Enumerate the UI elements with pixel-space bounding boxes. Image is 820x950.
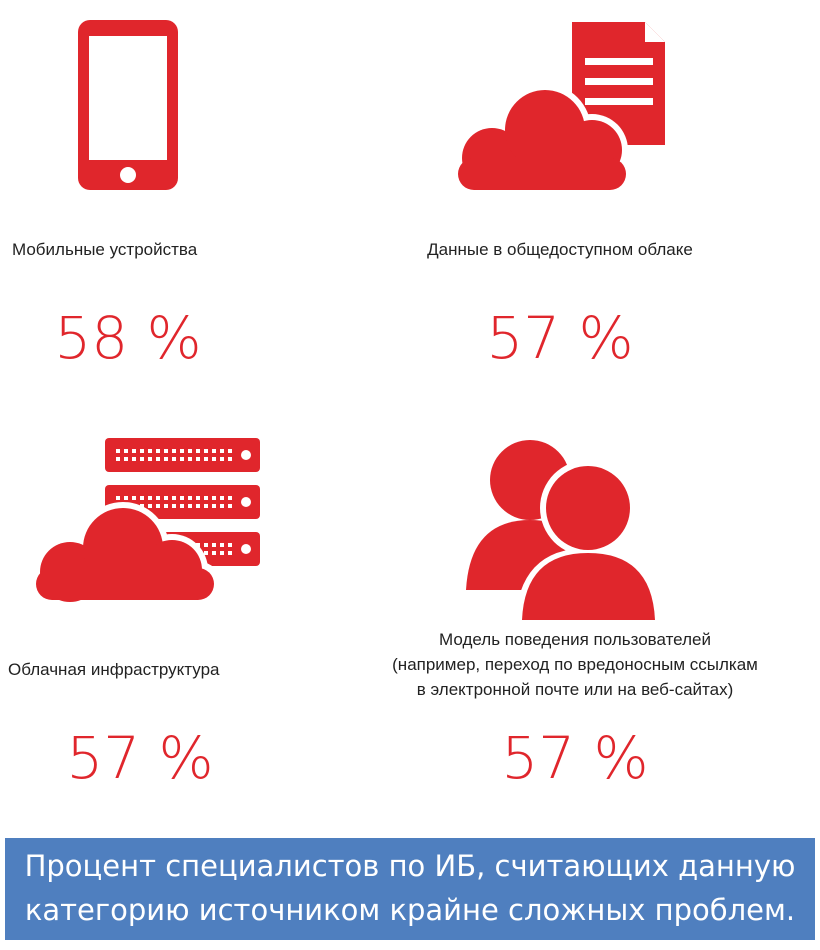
server-dot bbox=[132, 449, 136, 453]
server-dot bbox=[188, 504, 192, 508]
server-dot bbox=[148, 449, 152, 453]
server-dot bbox=[180, 496, 184, 500]
server-dot bbox=[172, 496, 176, 500]
server-dot bbox=[196, 496, 200, 500]
server-dot bbox=[180, 504, 184, 508]
server-dot bbox=[220, 496, 224, 500]
server-dot bbox=[124, 496, 128, 500]
server-dot bbox=[228, 543, 232, 547]
item-percent: 57 % bbox=[486, 304, 633, 372]
server-dot bbox=[228, 551, 232, 555]
server-dot bbox=[204, 504, 208, 508]
item-percent: 57 % bbox=[66, 724, 213, 792]
server-dot bbox=[180, 457, 184, 461]
server-dot bbox=[164, 496, 168, 500]
server-dot bbox=[156, 496, 160, 500]
phone-icon bbox=[78, 20, 178, 190]
item-label: в электронной почте или на веб-сайтах) bbox=[417, 680, 733, 699]
server-dot bbox=[204, 551, 208, 555]
server-dot bbox=[204, 449, 208, 453]
server-dot bbox=[188, 457, 192, 461]
server-dot bbox=[220, 504, 224, 508]
users-icon bbox=[466, 440, 662, 625]
server-dot bbox=[196, 504, 200, 508]
server-dot bbox=[180, 449, 184, 453]
server-dot bbox=[228, 496, 232, 500]
server-dot bbox=[116, 496, 120, 500]
server-dot bbox=[140, 457, 144, 461]
server-dot bbox=[172, 449, 176, 453]
footer-box bbox=[5, 838, 815, 940]
cloud bbox=[36, 568, 214, 600]
server-dot bbox=[204, 496, 208, 500]
server-dot bbox=[156, 457, 160, 461]
item-label: Мобильные устройства bbox=[12, 240, 198, 259]
server-dot bbox=[220, 543, 224, 547]
server-dot bbox=[212, 551, 216, 555]
server-dot bbox=[228, 457, 232, 461]
server-dot bbox=[148, 504, 152, 508]
item-percent: 57 % bbox=[501, 724, 648, 792]
server-dot bbox=[212, 496, 216, 500]
server-dot bbox=[220, 449, 224, 453]
server-dot bbox=[188, 449, 192, 453]
item-percent: 58 % bbox=[54, 304, 201, 372]
server-dot bbox=[204, 543, 208, 547]
server-dot bbox=[212, 449, 216, 453]
server-dot bbox=[172, 457, 176, 461]
server-dot bbox=[132, 457, 136, 461]
server-dot bbox=[116, 449, 120, 453]
server-dot bbox=[148, 496, 152, 500]
server-dot bbox=[220, 457, 224, 461]
server-dot bbox=[140, 449, 144, 453]
item-label: Модель поведения пользователей bbox=[439, 630, 711, 649]
server-dot bbox=[124, 457, 128, 461]
server-dot bbox=[212, 504, 216, 508]
server-dot bbox=[156, 449, 160, 453]
server-dot bbox=[228, 449, 232, 453]
item-label: Облачная инфраструктура bbox=[8, 660, 220, 679]
footer-text: Процент специалистов по ИБ, считающих да… bbox=[25, 849, 796, 883]
server-dot bbox=[148, 457, 152, 461]
server-dot bbox=[172, 504, 176, 508]
server-dot bbox=[196, 457, 200, 461]
server-dot bbox=[156, 504, 160, 508]
server-dot bbox=[220, 551, 224, 555]
item-label: (например, переход по вредоносным ссылка… bbox=[392, 655, 758, 674]
server-dot bbox=[140, 496, 144, 500]
server-dot bbox=[116, 457, 120, 461]
server-dot bbox=[196, 543, 200, 547]
cloud-document-icon bbox=[452, 22, 665, 196]
server-dot bbox=[228, 504, 232, 508]
server-dot bbox=[164, 457, 168, 461]
server-dot bbox=[196, 449, 200, 453]
footer-text: категорию источником крайне сложных проб… bbox=[25, 893, 795, 927]
server-dot bbox=[132, 496, 136, 500]
server-dot bbox=[140, 504, 144, 508]
server-dot bbox=[188, 496, 192, 500]
server-dot bbox=[164, 504, 168, 508]
item-label: Данные в общедоступном облаке bbox=[427, 240, 693, 259]
server-dot bbox=[204, 457, 208, 461]
server-dot bbox=[212, 543, 216, 547]
server-dot bbox=[212, 457, 216, 461]
server-dot bbox=[164, 449, 168, 453]
server-cloud-icon bbox=[30, 438, 260, 608]
server-dot bbox=[124, 449, 128, 453]
